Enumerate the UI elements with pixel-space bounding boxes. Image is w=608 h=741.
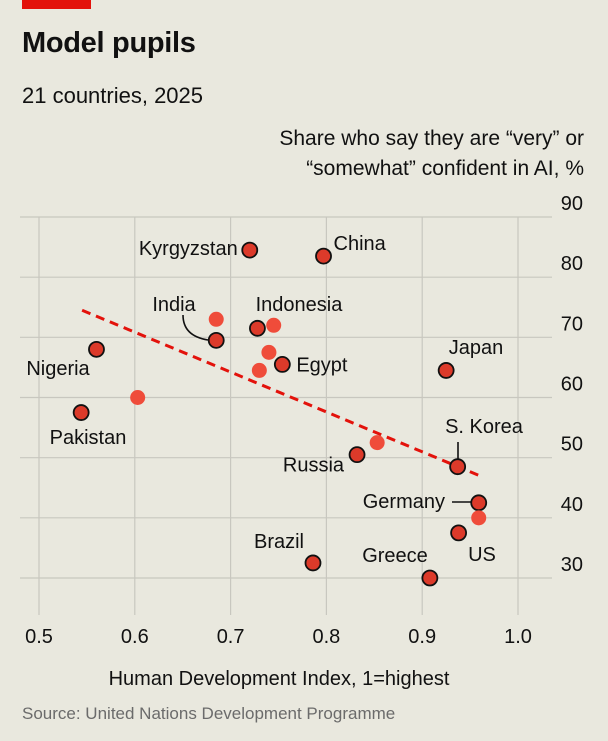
point-brazil	[304, 554, 322, 572]
label-nigeria: Nigeria	[26, 358, 90, 380]
label-egypt: Egypt	[296, 354, 348, 376]
point-unlabelled-4	[266, 317, 282, 333]
x-tick-0-5: 0.5	[25, 626, 53, 648]
x-tick-0-9: 0.9	[408, 626, 436, 648]
label-pakistan: Pakistan	[50, 427, 127, 449]
y-tick-60: 60	[561, 374, 583, 396]
point-russia	[348, 446, 366, 464]
point-egypt	[273, 356, 291, 373]
x-axis-label: Human Development Index, 1=highest	[109, 668, 450, 690]
y-tick-90: 90	[561, 193, 583, 215]
point-unlabelled-11	[130, 390, 146, 405]
point-nigeria	[88, 340, 105, 358]
label-s-korea: S. Korea	[445, 416, 524, 438]
brand-bar	[22, 0, 91, 9]
label-japan: Japan	[449, 337, 504, 359]
y-tick-80: 80	[561, 253, 583, 275]
point-pakistan	[72, 404, 90, 421]
label-india: India	[152, 294, 196, 316]
point-greece	[421, 569, 439, 587]
label-china: China	[334, 233, 387, 255]
point-unlabelled-7	[261, 344, 277, 360]
y-tick-labels: 30 40 50 60 70 80 90	[561, 193, 583, 576]
point-unlabelled-13	[369, 435, 385, 451]
point-labels: Kyrgyzstan China India Indonesia Nigeria Egyp…	[26, 233, 523, 567]
point-india	[207, 331, 225, 349]
label-kyrgyzstan: Kyrgyzstan	[139, 238, 238, 260]
x-tick-1-0: 1.0	[504, 626, 532, 648]
label-us: US	[468, 544, 496, 566]
point-unlabelled-2	[208, 311, 224, 327]
y-axis-label: Share who say they are “very” or “somewh…	[279, 124, 584, 184]
label-greece: Greece	[362, 545, 428, 567]
label-brazil: Brazil	[254, 531, 304, 553]
point-germany	[470, 494, 488, 512]
point-us	[450, 524, 468, 542]
point-indonesia	[249, 319, 266, 337]
trend-line-group	[81, 308, 481, 478]
data-points	[72, 241, 488, 587]
label-russia: Russia	[283, 455, 345, 477]
chart-title: Model pupils	[22, 27, 196, 59]
y-tick-50: 50	[561, 434, 583, 456]
y-axis-label-line2: “somewhat” confident in AI, %	[306, 157, 584, 180]
gridlines	[20, 216, 552, 615]
y-axis-label-line1: Share who say they are “very” or	[279, 127, 584, 150]
label-indonesia: Indonesia	[256, 294, 344, 316]
y-tick-40: 40	[561, 494, 583, 516]
y-tick-30: 30	[561, 554, 583, 576]
trend-line	[81, 308, 481, 478]
x-tick-0-6: 0.6	[121, 626, 149, 648]
x-tick-labels: 0.5 0.6 0.7 0.8 0.9 1.0	[25, 626, 532, 648]
point-japan	[437, 362, 455, 379]
point-s-korea	[449, 458, 467, 476]
point-unlabelled-9	[251, 362, 267, 378]
point-china	[315, 247, 332, 265]
label-germany: Germany	[363, 491, 445, 513]
point-kyrgyzstan	[241, 241, 259, 259]
point-unlabelled-17	[471, 510, 487, 526]
x-tick-0-8: 0.8	[312, 626, 340, 648]
chart-subtitle: 21 countries, 2025	[22, 83, 204, 108]
source-note: Source: United Nations Development Progr…	[22, 704, 396, 723]
x-tick-0-7: 0.7	[217, 626, 245, 648]
connector-india	[182, 314, 209, 341]
y-tick-70: 70	[561, 313, 583, 335]
